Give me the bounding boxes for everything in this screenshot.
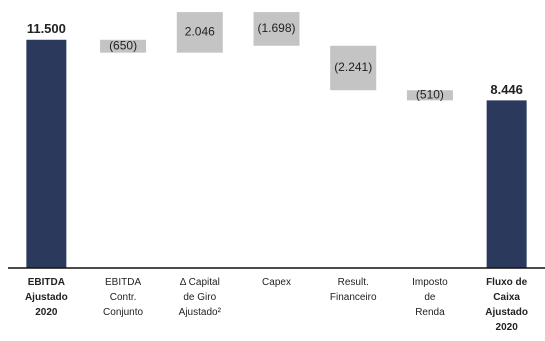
delta-bar <box>176 12 223 53</box>
x-tick-label: EBITDA Ajustado 2020 <box>25 277 68 318</box>
delta-bar <box>330 45 377 91</box>
total-bar <box>486 100 527 268</box>
value-label: (510) <box>416 87 444 101</box>
x-tick-label: Result. Financeiro <box>330 277 377 303</box>
x-tick-label: Imposto de Renda <box>412 277 448 318</box>
delta-bar <box>406 90 453 101</box>
x-tick-label: Δ Capital de Giro Ajustado² <box>179 277 222 318</box>
x-tick-label: EBITDA Contr. Conjunto <box>103 277 143 318</box>
value-label: (2.241) <box>334 60 372 74</box>
value-label: (1.698) <box>257 21 295 35</box>
value-label: (650) <box>109 38 137 52</box>
delta-bar <box>253 12 300 46</box>
value-label: 11.500 <box>27 21 66 36</box>
x-tick-label: Fluxo de Caixa Ajustado 2020 <box>485 277 528 333</box>
value-label: 8.446 <box>490 82 523 97</box>
delta-bar <box>100 39 147 53</box>
total-bar <box>26 39 67 269</box>
value-label: 2.046 <box>185 25 215 39</box>
x-tick-label: Capex <box>262 277 291 288</box>
